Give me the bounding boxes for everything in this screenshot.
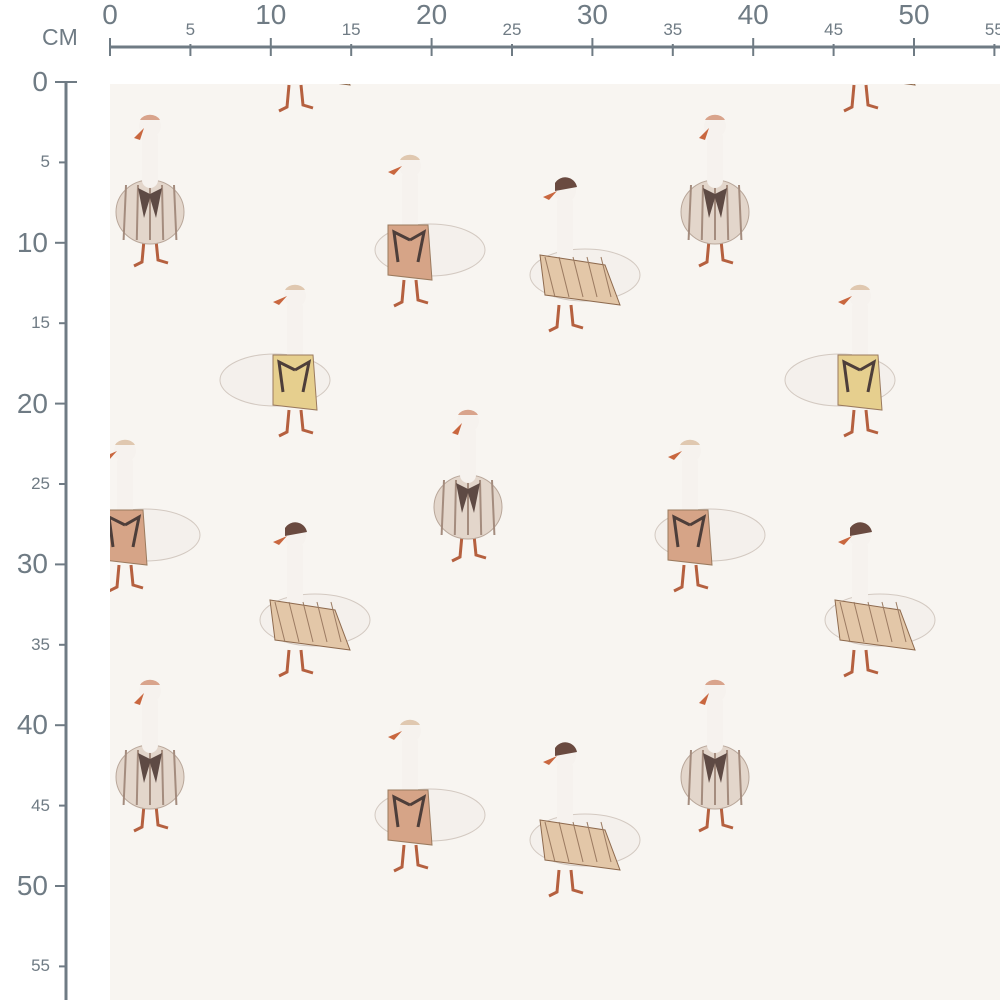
goose-motif-front	[115, 679, 185, 833]
goose-pattern	[110, 84, 936, 898]
goose-motif-plaid	[529, 177, 641, 333]
goose-motif-front	[680, 679, 750, 833]
goose-motif-plaid	[278, 84, 351, 113]
v-tick-label: 15	[31, 313, 50, 333]
v-tick-label: 0	[32, 66, 48, 97]
v-tick-label: 30	[16, 548, 48, 580]
h-tick-label: 35	[663, 20, 683, 39]
v-tick-label: 40	[16, 709, 48, 741]
h-tick-label: 15	[341, 20, 361, 39]
h-tick-label: 10	[255, 0, 287, 30]
h-tick-label: 40	[737, 0, 769, 30]
h-tick-label: 55	[984, 20, 1000, 39]
goose-motif-orange	[374, 154, 486, 308]
fabric-preview	[110, 84, 1000, 1000]
goose-motif-front	[115, 114, 185, 268]
goose-motif-yellow	[784, 284, 896, 438]
h-tick-label: 25	[502, 20, 522, 39]
goose-motif-orange	[110, 439, 201, 593]
unit-label: CM	[42, 24, 78, 50]
v-tick-label: 45	[31, 795, 50, 815]
goose-motif-front	[433, 409, 503, 563]
h-tick-label: 45	[824, 20, 844, 39]
h-tick-label: 50	[898, 0, 930, 30]
goose-motif-front	[680, 114, 750, 268]
goose-motif-yellow	[219, 284, 331, 438]
goose-motif-orange	[654, 439, 766, 593]
v-tick-label: 55	[31, 956, 50, 976]
h-tick-label: 0	[102, 0, 118, 30]
v-tick-label: 5	[40, 152, 50, 172]
v-tick-label: 20	[16, 387, 48, 419]
goose-motif-orange	[374, 719, 486, 873]
h-tick-label: 5	[185, 20, 196, 39]
goose-motif-plaid	[824, 522, 936, 678]
goose-motif-plaid	[529, 742, 641, 898]
v-tick-label: 10	[16, 226, 48, 258]
v-tick-label: 25	[31, 474, 50, 493]
h-tick-label: 20	[416, 0, 448, 30]
h-tick-label: 30	[576, 0, 608, 30]
goose-motif-plaid	[259, 522, 371, 678]
v-tick-label: 35	[31, 634, 50, 654]
v-tick-label: 50	[16, 870, 48, 901]
goose-motif-plaid	[843, 84, 916, 113]
